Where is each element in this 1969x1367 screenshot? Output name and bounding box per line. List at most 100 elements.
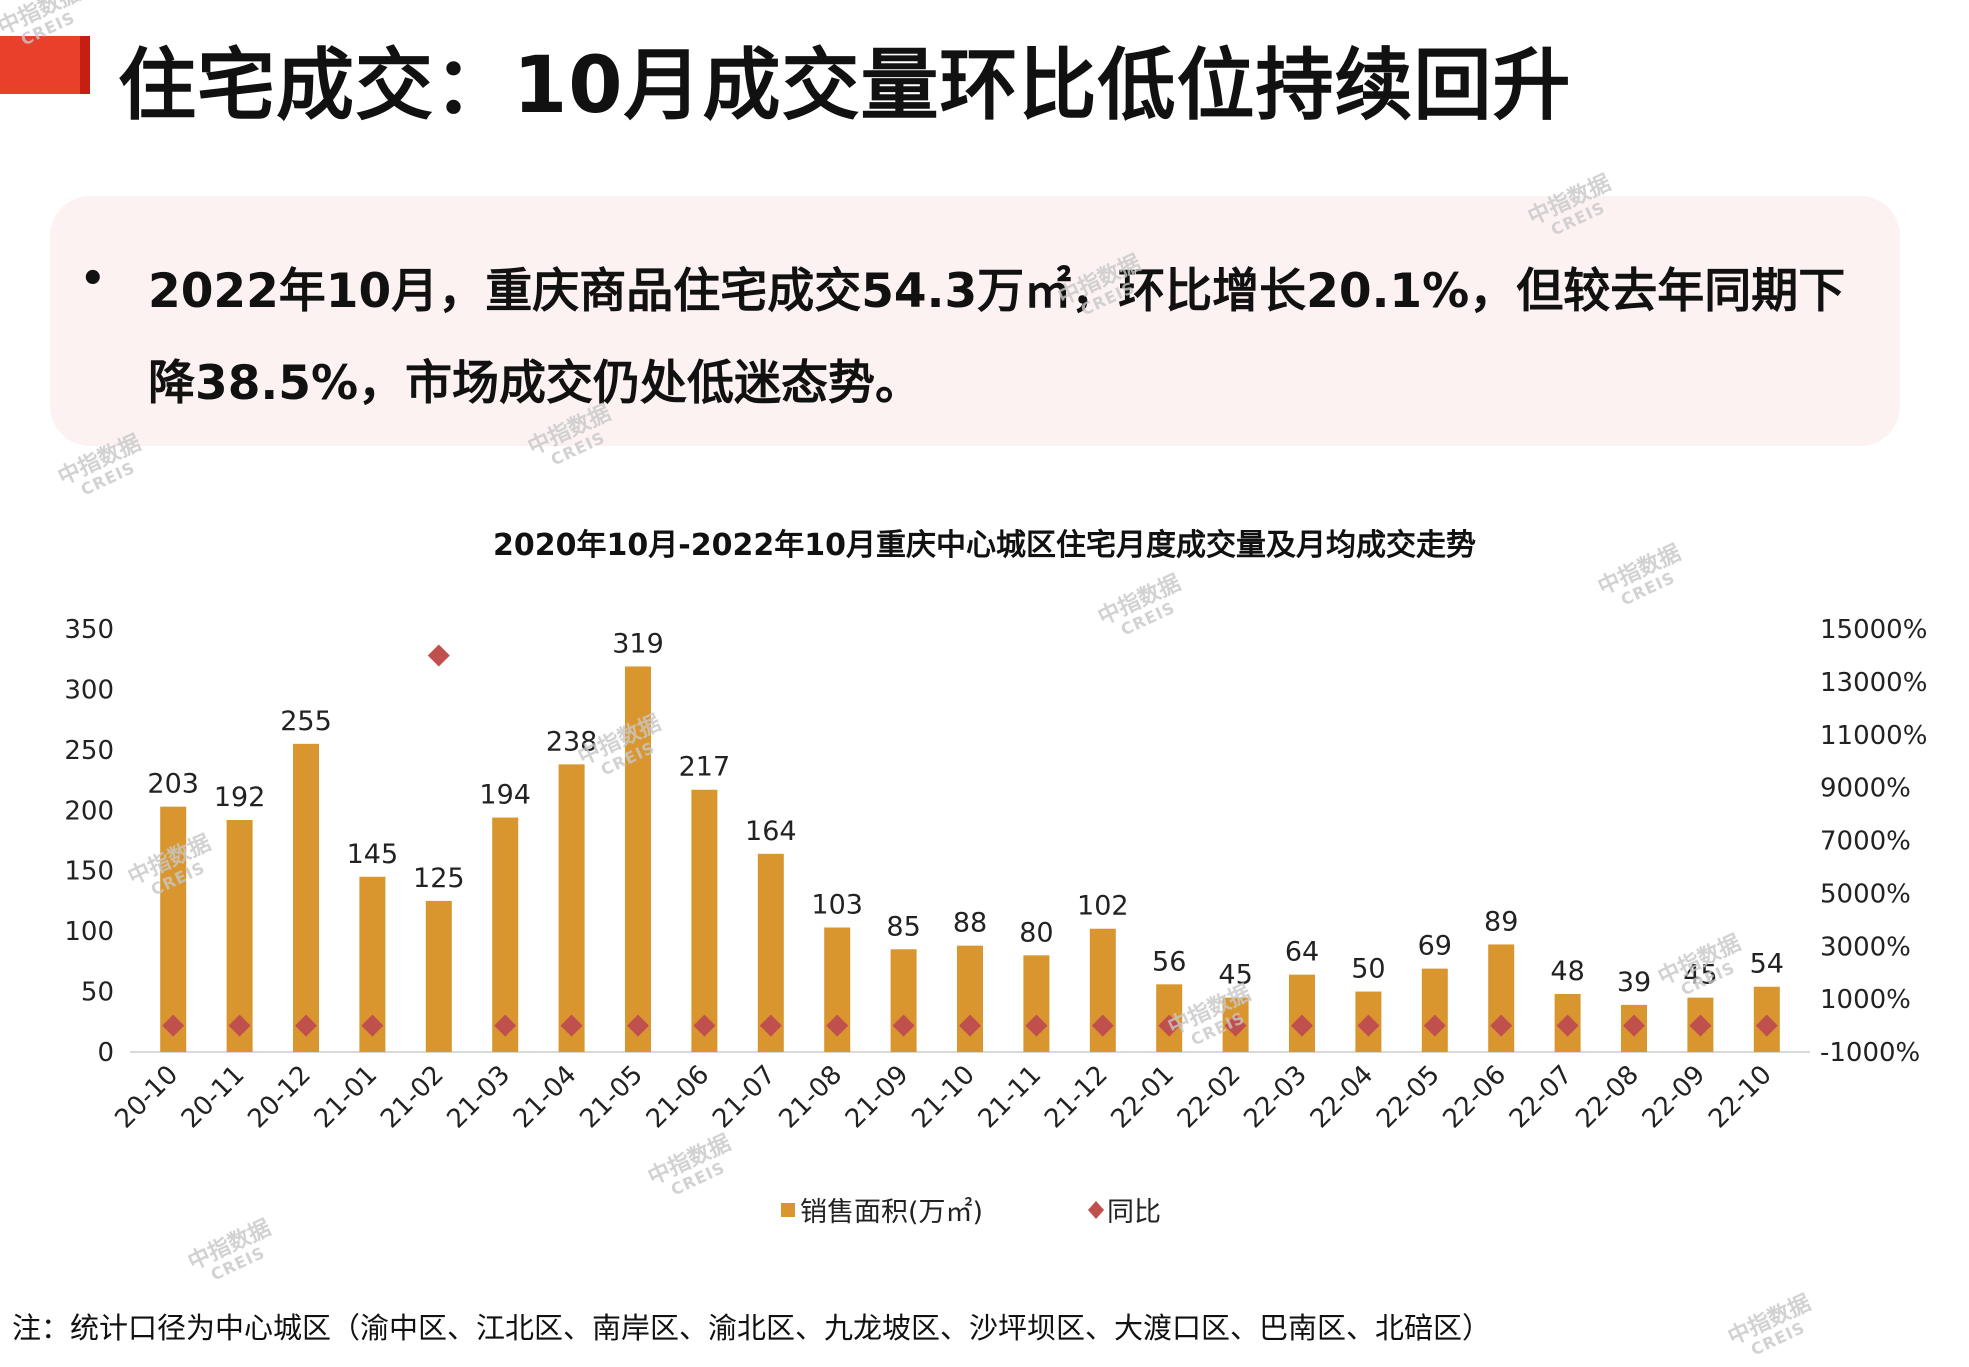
yoy-marker [826,1014,849,1037]
yoy-marker [1291,1014,1313,1037]
bar-value-label: 54 [1750,949,1784,980]
x-tick-label: 21-07 [707,1060,782,1135]
y-right-tick-label: 13000% [1820,668,1927,698]
yoy-marker [361,1014,384,1037]
bar [691,789,718,1052]
bar [890,949,917,1052]
chart-title: 2020年10月-2022年10月重庆中心城区住宅月度成交量及月均成交走势 [493,528,1476,563]
watermark: 中指数据 CREIS [1724,1290,1815,1360]
yoy-marker [627,1014,649,1037]
yoy-marker [427,644,450,667]
x-tick-label: 22-03 [1238,1060,1313,1135]
bar-value-label: 45 [1218,960,1252,991]
y-left-tick-label: 300 [64,675,114,705]
title-accent-bar [0,36,90,94]
x-tick-label: 20-11 [176,1060,251,1135]
bar [492,817,519,1052]
yoy-marker [228,1014,251,1037]
bar-value-label: 50 [1351,954,1385,985]
bar [425,900,452,1052]
yoy-marker [1423,1014,1446,1037]
x-tick-label: 21-01 [309,1060,384,1135]
x-tick-label: 20-10 [110,1060,185,1135]
bar-value-label: 125 [413,863,465,894]
y-left-tick-label: 50 [81,978,114,1008]
x-tick-label: 21-08 [774,1060,849,1135]
y-left-tick-label: 150 [64,857,114,887]
yoy-marker [1556,1014,1579,1037]
x-tick-label: 21-05 [574,1060,649,1135]
yoy-marker [959,1014,981,1037]
legend-bar-swatch [781,1203,795,1217]
bar [226,819,253,1052]
bar [558,764,585,1052]
y-left-tick-label: 200 [64,796,114,826]
x-tick-label: 20-12 [242,1060,317,1135]
summary-text: 2022年10月，重庆商品住宅成交54.3万㎡，环比增长20.1%，但较去年同期… [148,264,1846,411]
bar-value-label: 45 [1683,960,1717,991]
x-tick-label: 21-06 [641,1060,716,1135]
y-right-tick-label: 3000% [1820,932,1911,962]
x-tick-label: 22-01 [1106,1060,1181,1135]
y-right-tick-label: -1000% [1820,1038,1920,1068]
bar-value-label: 39 [1617,967,1651,998]
bar-value-label: 80 [1019,917,1053,948]
legend-marker-label: 同比 [1107,1197,1161,1228]
x-tick-label: 21-02 [375,1060,450,1135]
y-right-tick-label: 1000% [1820,985,1911,1015]
bar [625,666,651,1052]
y-right-tick-label: 15000% [1820,615,1927,645]
yoy-marker [560,1014,583,1037]
yoy-marker [1490,1014,1513,1037]
bar-value-label: 203 [147,769,199,800]
bar [1421,968,1448,1052]
bar-value-label: 85 [886,911,920,942]
y-left-tick-label: 250 [64,736,114,766]
bar-value-label: 192 [214,782,266,813]
x-tick-label: 21-04 [508,1060,583,1135]
y-left-tick-label: 350 [64,615,114,645]
bar-value-label: 217 [679,752,731,783]
y-right-tick-label: 7000% [1820,827,1911,857]
bar-value-label: 164 [745,816,797,847]
bar-value-label: 194 [479,780,531,811]
yoy-marker [295,1014,317,1037]
bar [1023,955,1050,1052]
yoy-marker [1755,1014,1778,1037]
yoy-marker [693,1014,716,1037]
yoy-marker [1158,1014,1181,1037]
yoy-marker [1623,1014,1645,1037]
combo-chart: 0 50 100 150 200 250 300 350 -1000% 1000% 3000% 500… [64,615,1927,1228]
yoy-marker [494,1014,517,1037]
x-tick-label: 21-03 [442,1060,517,1135]
yoy-marker [1689,1014,1712,1037]
x-tick-label: 22-10 [1703,1060,1778,1135]
yoy-marker [162,1014,185,1037]
x-tick-label: 22-08 [1570,1060,1645,1135]
bar-value-label: 102 [1077,891,1129,922]
yoy-marker [1224,1014,1247,1037]
x-tick-label: 22-09 [1637,1060,1712,1135]
bar-value-label: 238 [546,726,598,757]
summary-box [50,196,1900,446]
x-tick-label: 22-05 [1371,1060,1446,1135]
footnote: 注：统计口径为中心城区（渝中区、江北区、南岸区、渝北区、九龙坡区、沙坪坝区、大渡… [12,1311,1492,1345]
x-tick-label: 21-11 [973,1060,1048,1135]
bar [160,806,187,1052]
yoy-marker [1091,1014,1114,1037]
bar-value-label: 89 [1484,906,1518,937]
y-right-tick-label: 5000% [1820,879,1911,909]
bar [293,743,319,1052]
yoy-marker [1025,1014,1048,1037]
yoy-marker [759,1014,782,1037]
legend-bar-label: 销售面积(万㎡) [800,1197,983,1228]
y-right-tick-label: 9000% [1820,774,1911,804]
bar-value-label: 48 [1550,956,1584,987]
x-tick-label: 22-07 [1504,1060,1579,1135]
bar-value-label: 103 [811,890,863,921]
bar-value-label: 88 [953,908,987,939]
x-tick-label: 22-02 [1172,1060,1247,1135]
y-right-tick-label: 11000% [1820,721,1927,751]
bar [1289,974,1315,1052]
y-left-tick-label: 100 [64,917,114,947]
